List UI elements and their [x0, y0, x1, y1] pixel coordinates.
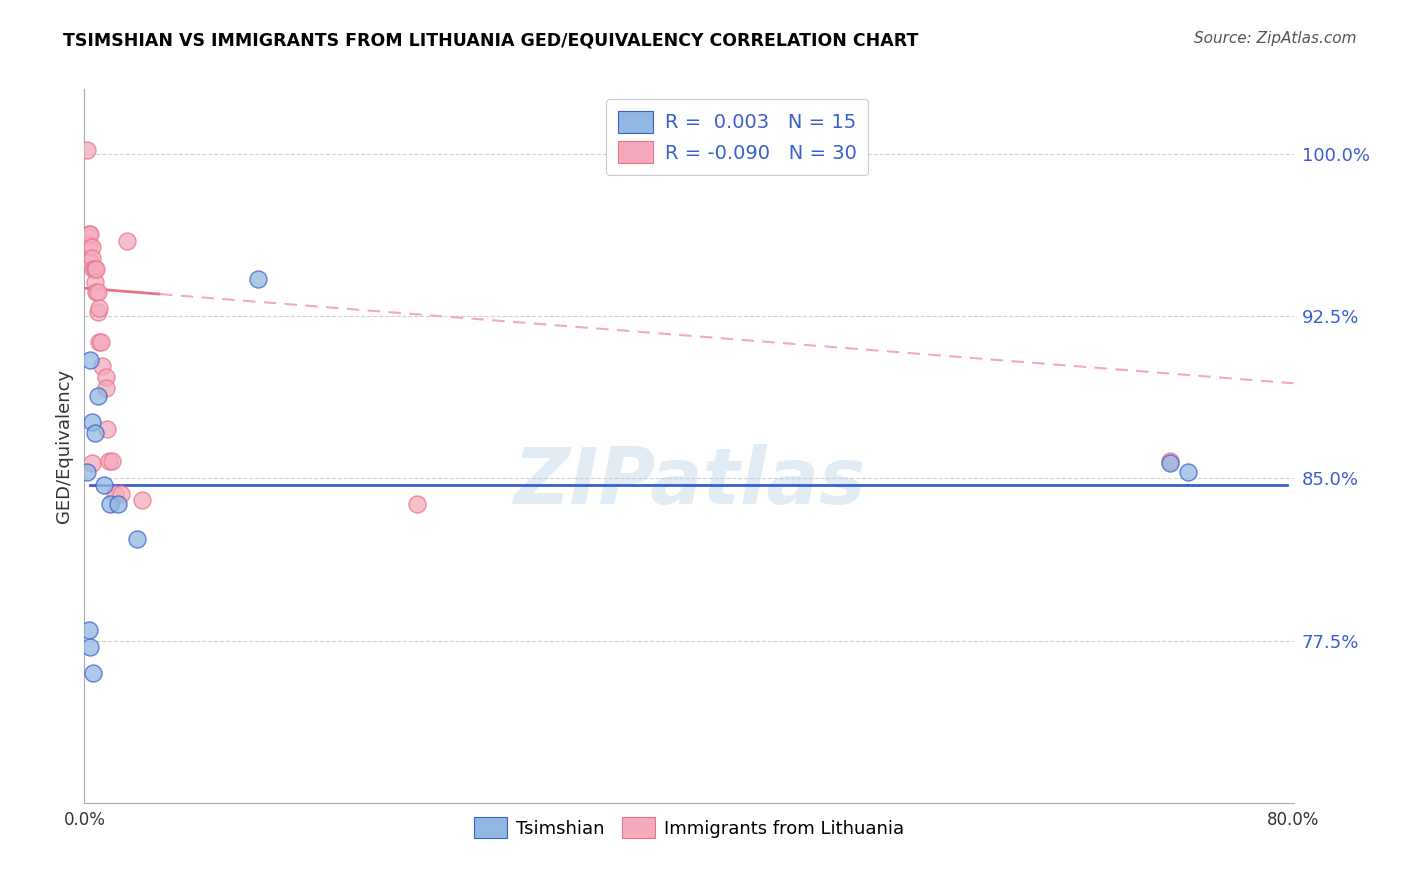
Point [76, 465, 98, 479]
Point [1159, 454, 1181, 468]
Point [80, 251, 103, 265]
Point [90, 335, 112, 350]
Point [84, 261, 107, 276]
Point [107, 497, 129, 511]
Point [79, 352, 101, 367]
Point [87, 285, 110, 300]
Point [131, 493, 153, 508]
Point [77, 227, 100, 241]
Point [104, 486, 127, 500]
Point [100, 454, 122, 468]
Point [98, 497, 121, 511]
Point [82, 261, 104, 276]
Point [86, 261, 108, 276]
Point [1159, 456, 1181, 470]
Point [94, 369, 117, 384]
Text: ZIPatlas: ZIPatlas [513, 443, 865, 520]
Point [80, 456, 103, 470]
Point [76, 143, 98, 157]
Point [96, 422, 118, 436]
Point [89, 335, 111, 350]
Point [115, 234, 138, 248]
Point [79, 255, 101, 269]
Point [79, 640, 101, 654]
Point [1177, 465, 1199, 479]
Point [79, 227, 101, 241]
Point [94, 381, 117, 395]
Point [86, 285, 108, 300]
Point [84, 425, 107, 440]
Point [247, 272, 270, 286]
Point [87, 305, 110, 319]
Point [77, 238, 100, 252]
Point [89, 301, 111, 315]
Point [93, 478, 115, 492]
Point [87, 389, 110, 403]
Legend: Tsimshian, Immigrants from Lithuania: Tsimshian, Immigrants from Lithuania [465, 808, 912, 847]
Text: TSIMSHIAN VS IMMIGRANTS FROM LITHUANIA GED/EQUIVALENCY CORRELATION CHART: TSIMSHIAN VS IMMIGRANTS FROM LITHUANIA G… [63, 31, 918, 49]
Point [406, 497, 429, 511]
Point [82, 666, 104, 681]
Point [80, 415, 103, 429]
Point [91, 359, 114, 373]
Point [127, 532, 149, 546]
Point [84, 275, 107, 289]
Point [77, 623, 100, 637]
Point [97, 454, 120, 468]
Point [110, 486, 132, 500]
Text: Source: ZipAtlas.com: Source: ZipAtlas.com [1194, 31, 1357, 46]
Point [80, 240, 103, 254]
Y-axis label: GED/Equivalency: GED/Equivalency [55, 369, 73, 523]
